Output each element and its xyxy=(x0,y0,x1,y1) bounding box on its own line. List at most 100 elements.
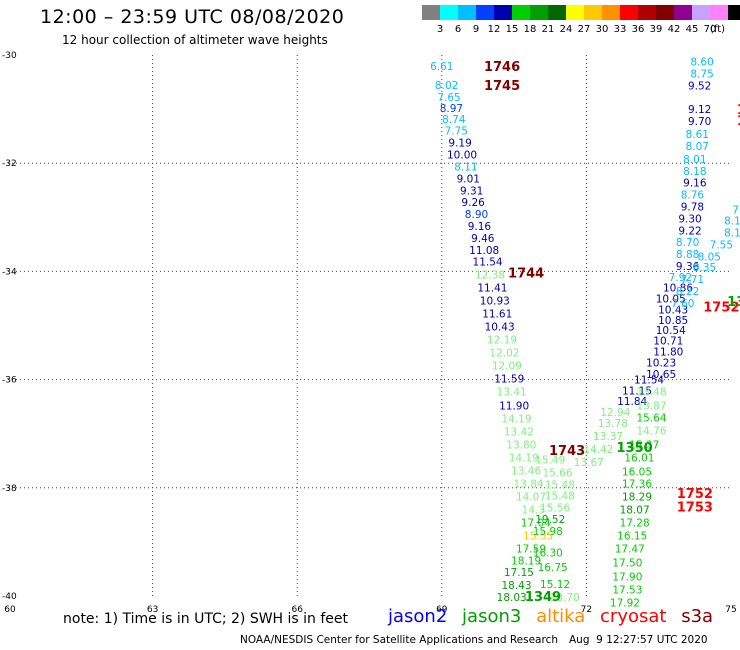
legend-item-cryosat: cryosat xyxy=(600,606,667,627)
color-scale-swatch xyxy=(638,5,656,20)
wave-height-label: 12.09 xyxy=(492,361,522,373)
wave-height-label: 17.50 xyxy=(612,557,642,569)
wave-height-label: 14.3 xyxy=(522,504,545,516)
wave-height-label: 17.47 xyxy=(615,543,645,555)
wave-height-label: 15.48 xyxy=(545,480,575,492)
color-scale-label: 24 xyxy=(559,24,573,35)
wave-height-label: 8.22 xyxy=(676,286,699,298)
wave-height-label: 11.90 xyxy=(499,401,529,413)
wave-height-label: 9.36 xyxy=(676,261,700,273)
wave-height-label: 15.48 xyxy=(545,490,575,502)
color-scale-swatch xyxy=(674,5,692,20)
legend-item-altika: altika xyxy=(536,606,586,627)
wave-height-label: 11.84 xyxy=(617,396,647,408)
wave-height-label: 13.37 xyxy=(593,431,623,443)
wave-height-label: 9.12 xyxy=(688,104,711,116)
wave-height-label: 8.97 xyxy=(440,103,463,115)
pass-time-label: 1743 xyxy=(549,444,585,459)
wave-height-label: 7.65 xyxy=(437,92,460,104)
wave-height-label: 10.00 xyxy=(447,150,477,162)
wave-height-label: 8.90 xyxy=(465,209,488,221)
pass-time-label: 1744 xyxy=(508,266,544,281)
wave-height-label: 8.61 xyxy=(686,129,709,141)
wave-height-label: 8.88 xyxy=(676,249,699,261)
color-scale-label: 33 xyxy=(613,24,627,35)
wave-height-label: 11.59 xyxy=(494,374,524,386)
wave-height-label: 10.86 xyxy=(663,283,693,295)
wave-height-label: 17.15 xyxy=(504,567,534,579)
color-scale-label: 70 xyxy=(703,24,717,35)
y-tick-label: -38 xyxy=(2,484,17,494)
color-scale-swatch xyxy=(656,5,674,20)
pass-time-label: 1753 xyxy=(677,501,713,516)
x-tick-label: 69 xyxy=(436,605,448,615)
color-scale-unit: (ft) xyxy=(710,24,726,35)
wave-height-label: 18.29 xyxy=(622,491,652,503)
wave-height-label: 10.54 xyxy=(656,325,686,337)
wave-height-label: 13.42 xyxy=(504,427,534,439)
wave-height-label: 15.49 xyxy=(535,455,565,467)
wave-height-label: 8.02 xyxy=(435,80,458,92)
wave-height-label: 16.01 xyxy=(624,453,654,465)
color-scale-label: 12 xyxy=(487,24,501,35)
wave-height-label: 11.15 xyxy=(622,385,652,397)
color-scale-swatch xyxy=(476,5,494,20)
wave-height-label: 13.48 xyxy=(636,387,666,399)
wave-height-label: 13.67 xyxy=(574,457,604,469)
wave-height-label: 14.19 xyxy=(501,414,531,426)
wave-height-label: 7.75 xyxy=(445,126,468,138)
color-scale-label: 45 xyxy=(685,24,699,35)
wave-height-label: 8.01 xyxy=(683,154,706,166)
y-tick-label: -34 xyxy=(2,267,17,277)
y-tick-label: -36 xyxy=(2,376,17,386)
wave-height-label: 17.90 xyxy=(612,572,642,584)
wave-height-label: 13.80 xyxy=(506,440,536,452)
wave-height-label: 7.60 xyxy=(671,298,694,310)
wave-height-label: 8.05 xyxy=(698,251,721,263)
chart-subtitle: 12 hour collection of altimeter wave hei… xyxy=(62,33,328,47)
y-tick-label: -40 xyxy=(2,592,17,602)
wave-height-label: 8.16 xyxy=(724,216,740,228)
wave-height-label: 10.85 xyxy=(658,315,688,327)
color-scale-swatch xyxy=(530,5,548,20)
generation-timestamp: Aug 9 12:27:57 UTC 2020 xyxy=(569,634,708,646)
wave-height-label: 14.07 xyxy=(516,491,546,503)
pass-time-label: 175 xyxy=(737,114,740,129)
wave-height-label: 13.84 xyxy=(514,478,544,490)
wave-height-label: 11.54 xyxy=(634,375,664,387)
wave-height-label: 12.94 xyxy=(600,407,630,419)
chart-title: 12:00 – 23:59 UTC 08/08/2020 xyxy=(40,6,345,28)
color-scale-swatch xyxy=(548,5,566,20)
pass-time-label: 1350 xyxy=(617,441,653,456)
wave-height-label: 12.38 xyxy=(475,270,505,282)
wave-height-label: 8.35 xyxy=(693,262,716,274)
wave-height-label: 7.92 xyxy=(669,272,692,284)
legend-item-jason2: jason2 xyxy=(388,606,448,627)
color-scale-swatch xyxy=(710,5,728,20)
x-tick-label: 63 xyxy=(147,605,158,615)
color-scale-swatch xyxy=(440,5,458,20)
wave-height-label: 9.19 xyxy=(448,138,471,150)
color-scale-label: 3 xyxy=(436,24,444,35)
wave-height-label: 16.05 xyxy=(622,467,652,479)
wave-height-label: 15.98 xyxy=(533,526,563,538)
wave-height-label: 8.14 xyxy=(724,227,740,239)
wave-height-label: 17.53 xyxy=(612,585,642,597)
wave-height-label: 11.08 xyxy=(469,245,499,257)
wave-height-label: 10.93 xyxy=(480,296,510,308)
color-scale-swatch xyxy=(422,5,440,20)
pass-time-label: 135 xyxy=(727,295,740,310)
y-tick-label: -32 xyxy=(2,159,17,169)
wave-height-label: 10.65 xyxy=(646,369,676,381)
wave-height-label: 17.59 xyxy=(516,543,546,555)
wave-height-label: 16.15 xyxy=(617,530,647,542)
wave-height-label: 15.37 xyxy=(629,440,659,452)
wave-height-label: 7.71 xyxy=(681,274,704,286)
wave-height-label: 10.05 xyxy=(656,293,686,305)
x-tick-label: 66 xyxy=(291,605,303,615)
wave-height-label: 18.19 xyxy=(511,555,541,567)
wave-height-label: 11.54 xyxy=(473,257,503,269)
wave-height-label: 13.46 xyxy=(511,465,541,477)
x-tick-label: 75 xyxy=(725,605,736,615)
pass-time-label: 1349 xyxy=(525,590,561,605)
